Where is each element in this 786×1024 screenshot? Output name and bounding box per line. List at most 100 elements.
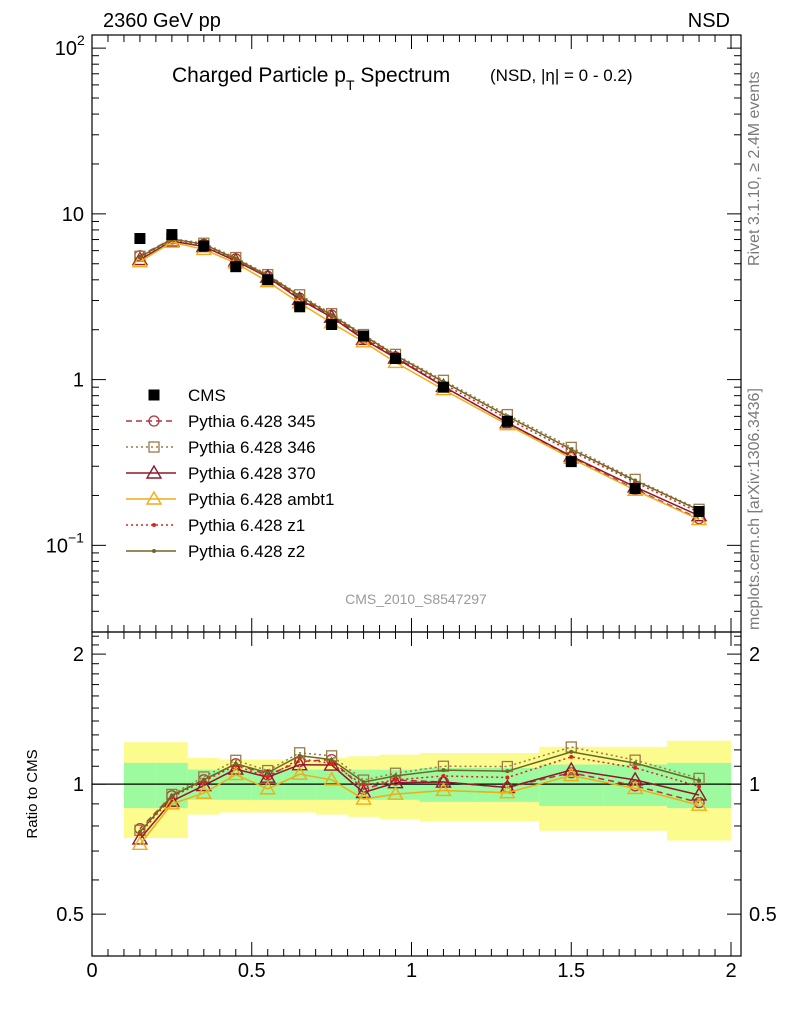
ratio-frame (91, 631, 742, 957)
series-point (131, 253, 149, 268)
x-tick-labels: 0 0.5 1 1.5 2 (86, 960, 736, 982)
ratio-line (139, 756, 700, 835)
ratio-point (201, 777, 206, 782)
inner-band (539, 764, 604, 806)
ratio-point (323, 771, 340, 786)
energy-label: 2360 GeV pp (103, 10, 221, 32)
ratio-point (569, 754, 574, 759)
series-point (569, 447, 574, 452)
cms-point (134, 233, 146, 245)
x-tick-label: 2 (725, 960, 736, 982)
legend-label: Pythia 6.428 370 (188, 464, 316, 483)
ratio-line (139, 763, 700, 840)
ratio-point (329, 757, 334, 762)
x-tick-label: 0.5 (238, 960, 266, 982)
ratio-point (626, 771, 644, 786)
chart-title: Charged Particle pT Spectrum (172, 64, 450, 93)
legend-label: Pythia 6.428 345 (188, 412, 316, 431)
ratio-point (505, 769, 510, 774)
ratio-y-axis-label: Ratio to CMS (24, 749, 41, 838)
ratio-point (323, 756, 340, 771)
series-point (329, 313, 334, 318)
rivet-label: Rivet 3.1.10, ≥ 2.4M events (746, 71, 763, 266)
cms-point (358, 330, 370, 342)
inner-band (123, 762, 156, 809)
series-point (131, 251, 149, 266)
cms-point (198, 240, 210, 252)
ratio-point (163, 795, 181, 810)
ratio-point (626, 780, 644, 795)
ratio-point (131, 835, 149, 851)
legend-marker-cms (148, 389, 160, 401)
legend-marker (148, 415, 160, 427)
cms-point (230, 261, 242, 273)
mcplots-label: mcplots.cern.ch [arXiv:1306.3436] (746, 388, 763, 630)
ratio-point (166, 788, 178, 801)
ratio-point (195, 784, 213, 799)
ratio-point (697, 778, 702, 783)
legend-label-cms: CMS (188, 386, 226, 405)
ratio-point (169, 793, 174, 798)
ratio-tick-label-left: 0.5 (56, 904, 84, 926)
y-tick-exponent: 2 (77, 32, 85, 48)
ratio-point (233, 761, 238, 766)
cms-point (501, 415, 513, 427)
legend-label: Pythia 6.428 ambt1 (188, 490, 334, 509)
ratio-point (297, 756, 302, 761)
ratio-point (499, 784, 516, 799)
legend-label: Pythia 6.428 z1 (188, 516, 305, 535)
chart-title-qualifier: (NSD, |η| = 0 - 0.2) (490, 66, 633, 85)
ratio-point (697, 784, 702, 789)
legend-marker (145, 464, 163, 479)
ratio-point (355, 784, 372, 799)
ratio-point (505, 775, 510, 780)
ratio-point (435, 782, 452, 797)
ratio-point (265, 775, 270, 780)
process-label: NSD (687, 10, 730, 32)
ratio-point (690, 796, 708, 811)
x-tick-label: 0 (86, 960, 97, 982)
cms-point (629, 483, 641, 495)
series-5 (137, 237, 702, 836)
series-point (633, 478, 638, 483)
y-tick-label: 10 (62, 204, 84, 226)
y-tick-label: 10 (55, 38, 77, 60)
ratio-point (297, 753, 302, 758)
ratio-point (569, 749, 574, 754)
ratio-point (195, 777, 213, 792)
cms-point (166, 229, 178, 241)
y-tick-label: 1 (73, 370, 84, 392)
series-point (137, 254, 142, 259)
ratio-point (393, 777, 398, 782)
ratio-point (563, 767, 580, 782)
ratio-point (690, 786, 708, 801)
legend: CMS Pythia 6.428 345 Pythia 6.428 346 Pythi… (126, 386, 334, 561)
ratio-tick-label-right: 2 (749, 644, 760, 666)
ticks (91, 35, 741, 957)
ratio-line (139, 751, 700, 833)
series-6 (137, 237, 702, 835)
x-tick-label: 1 (406, 960, 417, 982)
y-tick-exponent: −1 (68, 529, 84, 545)
analysis-watermark: CMS_2010_S8547297 (345, 591, 487, 607)
cms-point (437, 381, 449, 393)
cms-point (693, 506, 705, 518)
ratio-line (139, 773, 700, 845)
series-point (233, 256, 238, 261)
cms-point (565, 456, 577, 468)
cms-point (294, 301, 306, 313)
legend-marker (152, 549, 156, 553)
ratio-point (265, 770, 270, 775)
cms-data (134, 229, 705, 518)
ratio-point (291, 765, 308, 780)
ratio-point (435, 773, 452, 788)
ratio-point (441, 768, 446, 773)
legend-label: Pythia 6.428 z2 (188, 542, 305, 561)
series-point (690, 511, 708, 526)
ratio-point (259, 780, 276, 795)
ratio-point (137, 830, 142, 835)
ratio-point (633, 761, 638, 766)
uncertainty-bands (123, 740, 731, 841)
ratio-line (139, 758, 700, 830)
